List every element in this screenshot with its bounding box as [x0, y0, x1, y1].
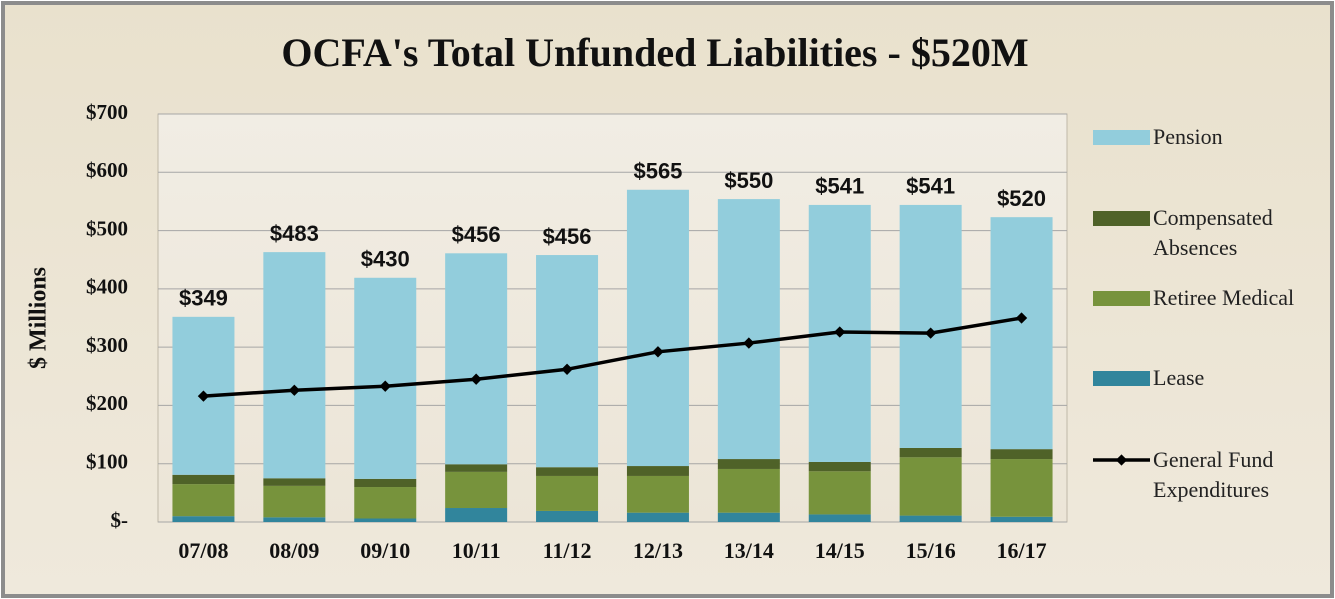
bar-segment	[445, 253, 508, 465]
legend-swatch	[1093, 371, 1150, 386]
legend-swatch	[1093, 211, 1150, 226]
bar-segment	[899, 457, 962, 516]
line-marker	[470, 373, 482, 385]
bar-segment	[354, 277, 417, 479]
bar-segment	[990, 449, 1053, 460]
bar-segment	[263, 478, 326, 486]
bar-segment	[172, 516, 235, 522]
total-label: $541	[906, 174, 955, 199]
x-tick-label: 16/17	[996, 538, 1046, 563]
chart-title: OCFA's Total Unfunded Liabilities - $520…	[281, 30, 1028, 75]
bar-segment	[263, 485, 326, 518]
legend-label: Retiree Medical	[1153, 285, 1295, 310]
bar-segment	[172, 484, 235, 517]
line-series	[203, 316, 1022, 398]
bar-segment	[626, 189, 689, 467]
x-tick-label: 12/13	[633, 538, 683, 563]
legend-label: Pension	[1153, 124, 1223, 149]
x-tick-label: 14/15	[815, 538, 865, 563]
line-marker	[743, 337, 755, 349]
bar-segment	[536, 467, 599, 476]
x-tick-label: 15/16	[906, 538, 956, 563]
total-label: $541	[815, 174, 864, 199]
total-label: $349	[179, 286, 228, 311]
x-tick-label: 09/10	[360, 538, 410, 563]
legend-label: Compensated Absences	[1153, 205, 1273, 260]
x-tick-label: 10/11	[452, 538, 501, 563]
line-marker	[379, 380, 391, 392]
bar-segment	[717, 459, 780, 469]
y-tick-label: $300	[86, 333, 128, 357]
bar-segment	[445, 508, 508, 522]
legend-marker	[1115, 454, 1128, 466]
x-tick-label: 07/08	[178, 538, 228, 563]
y-tick-label: $500	[86, 216, 128, 240]
bar-segment	[354, 478, 417, 488]
y-tick-label: $200	[86, 391, 128, 415]
total-label: $456	[543, 224, 592, 249]
bar-segment	[808, 514, 871, 522]
legend-swatch	[1093, 130, 1150, 145]
bar-segment	[263, 517, 326, 522]
bar-segment	[536, 510, 599, 522]
bar-segment	[990, 217, 1053, 450]
line-marker	[288, 384, 301, 396]
line-marker	[561, 363, 573, 375]
bar-segment	[354, 518, 417, 522]
legend-swatch	[1093, 291, 1150, 306]
bar-segment	[717, 468, 780, 513]
bar-segment	[899, 204, 962, 448]
bar-segment	[536, 475, 599, 511]
line-marker	[197, 390, 210, 402]
legend-label: General Fund Expenditures	[1153, 447, 1274, 502]
bar-segment	[172, 474, 235, 485]
bar-segment	[717, 199, 780, 460]
bar-segment	[626, 475, 689, 513]
total-label: $520	[997, 186, 1046, 211]
line-marker	[652, 346, 664, 358]
y-tick-label: $100	[86, 450, 128, 474]
line-marker	[834, 326, 846, 338]
bar-segment	[717, 512, 780, 522]
bar-segment	[263, 252, 326, 479]
line-marker	[924, 327, 937, 339]
bar-segment	[990, 516, 1053, 522]
y-axis-label: $ Millions	[26, 267, 52, 369]
bar-segment	[990, 459, 1053, 517]
bar-segment	[626, 512, 689, 522]
x-tick-label: 13/14	[724, 538, 774, 563]
total-label: $550	[724, 168, 773, 193]
total-label: $430	[361, 247, 410, 272]
y-tick-label: $600	[86, 158, 128, 182]
x-tick-label: 08/09	[269, 538, 319, 563]
x-tick-label: 11/12	[543, 538, 592, 563]
y-tick-label: $700	[86, 100, 128, 124]
bar-segment	[899, 515, 962, 522]
total-label: $456	[452, 222, 501, 247]
line-marker	[1015, 312, 1028, 324]
total-label: $565	[633, 159, 682, 184]
bar-segment	[445, 471, 508, 509]
total-label: $483	[270, 221, 319, 246]
bar-segment	[626, 466, 689, 476]
bar-segment	[808, 461, 871, 472]
legend-label: Lease	[1153, 365, 1205, 390]
bar-segment	[445, 464, 508, 472]
bar-segment	[899, 447, 962, 458]
bar-segment	[536, 255, 599, 468]
y-tick-label: $400	[86, 275, 128, 299]
y-tick-label: $-	[111, 508, 129, 532]
bar-segment	[808, 471, 871, 515]
bar-segment	[354, 487, 417, 519]
